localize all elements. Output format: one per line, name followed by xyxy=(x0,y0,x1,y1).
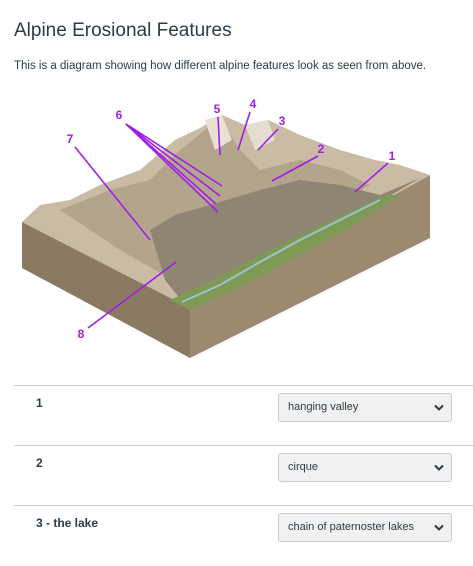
chevron xyxy=(434,404,444,411)
page: Alpine Erosional Features This is a diag… xyxy=(14,20,473,542)
answer-select[interactable]: chain of paternoster lakes xyxy=(278,513,452,542)
block-right-face xyxy=(190,175,430,358)
chevron xyxy=(434,464,444,471)
diagram-label: 5 xyxy=(214,102,221,116)
diagram-label: 3 xyxy=(279,114,286,128)
selected-answer: cirque xyxy=(288,461,318,473)
selected-answer: chain of paternoster lakes xyxy=(288,521,414,533)
diagram-label: 1 xyxy=(389,149,396,163)
pointers xyxy=(74,111,389,329)
diagram-label: 2 xyxy=(318,142,325,156)
selected-answer: hanging valley xyxy=(288,401,359,413)
question-row: 1 hanging valley xyxy=(14,385,473,446)
question-row: 3 - the lake chain of paternoster lakes xyxy=(14,505,473,566)
peak-highlight xyxy=(245,120,275,150)
valley-wall xyxy=(150,178,420,305)
diagram: 1 2 3 4 5 6 7 8 xyxy=(22,97,430,358)
stream xyxy=(181,199,381,303)
chevron xyxy=(434,524,444,531)
diagram-label: 4 xyxy=(250,97,257,111)
diagram-label: 7 xyxy=(67,132,74,146)
block-left-face xyxy=(22,222,190,358)
title: Alpine Erosional Features xyxy=(14,20,232,41)
answer-select[interactable]: hanging valley xyxy=(278,393,452,422)
question-label: 2 xyxy=(36,456,43,470)
question-label: 1 xyxy=(36,396,43,410)
answer-select[interactable]: cirque xyxy=(278,453,452,482)
diagram-label: 6 xyxy=(116,108,123,122)
description: This is a diagram showing how different … xyxy=(14,60,427,72)
question-row: 2 cirque xyxy=(14,445,473,506)
question-label: 3 - the lake xyxy=(36,516,99,530)
diagram-label: 8 xyxy=(78,327,85,341)
